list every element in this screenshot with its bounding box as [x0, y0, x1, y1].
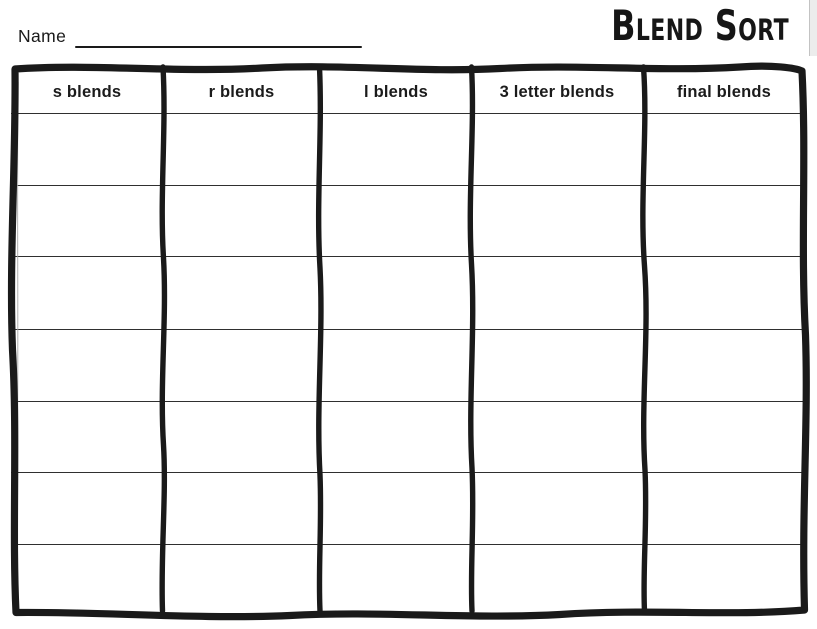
table-cell[interactable]: [472, 113, 642, 185]
table-cell[interactable]: [320, 401, 472, 472]
table-cell[interactable]: [472, 544, 642, 612]
table-cell[interactable]: [11, 256, 163, 329]
name-label: Name: [18, 26, 67, 46]
table-cell[interactable]: [320, 256, 472, 329]
table-cell[interactable]: [642, 544, 806, 612]
column-header-s-blends: s blends: [52, 82, 122, 101]
page-title: Blend Sort: [611, 1, 789, 50]
column-header-r-blends: r blends: [208, 82, 275, 101]
table-cell[interactable]: [163, 472, 320, 544]
table-cell[interactable]: [642, 113, 806, 185]
table-cell[interactable]: [642, 329, 806, 401]
table-cell[interactable]: [11, 329, 163, 401]
table-cell[interactable]: [11, 472, 163, 544]
table-cell[interactable]: [11, 113, 163, 185]
table-cell[interactable]: [320, 472, 472, 544]
column-header-final-blends: final blends: [676, 82, 772, 101]
table-cell[interactable]: [11, 401, 163, 472]
table-cell[interactable]: [472, 329, 642, 401]
table-cell[interactable]: [320, 329, 472, 401]
table-cell[interactable]: [163, 185, 320, 256]
column-header-3-letter-blends: 3 letter blends: [499, 82, 615, 101]
table-cell[interactable]: [642, 472, 806, 544]
table-cell[interactable]: [320, 544, 472, 612]
table-cell[interactable]: [472, 472, 642, 544]
table-cell[interactable]: [472, 185, 642, 256]
table-cell[interactable]: [11, 185, 163, 256]
table-cell[interactable]: [642, 401, 806, 472]
table-cell[interactable]: [320, 113, 472, 185]
table-cell[interactable]: [163, 329, 320, 401]
column-header-l-blends: l blends: [364, 82, 428, 101]
table-body: [11, 113, 806, 612]
table-cell[interactable]: [472, 256, 642, 329]
table-cell[interactable]: [642, 256, 806, 329]
blend-sort-table: s blends r blends l blends 3 letter blen…: [11, 66, 806, 612]
table-cell[interactable]: [320, 185, 472, 256]
name-blank-line[interactable]: [75, 46, 362, 49]
table-cell[interactable]: [11, 544, 163, 612]
table-header-row: s blends r blends l blends 3 letter blen…: [11, 66, 806, 113]
table-cell[interactable]: [163, 256, 320, 329]
scrollbar-thumb[interactable]: [809, 0, 817, 56]
table-cell[interactable]: [163, 401, 320, 472]
table-cell[interactable]: [163, 544, 320, 612]
table-cell[interactable]: [472, 401, 642, 472]
table-cell[interactable]: [163, 113, 320, 185]
table-cell[interactable]: [642, 185, 806, 256]
